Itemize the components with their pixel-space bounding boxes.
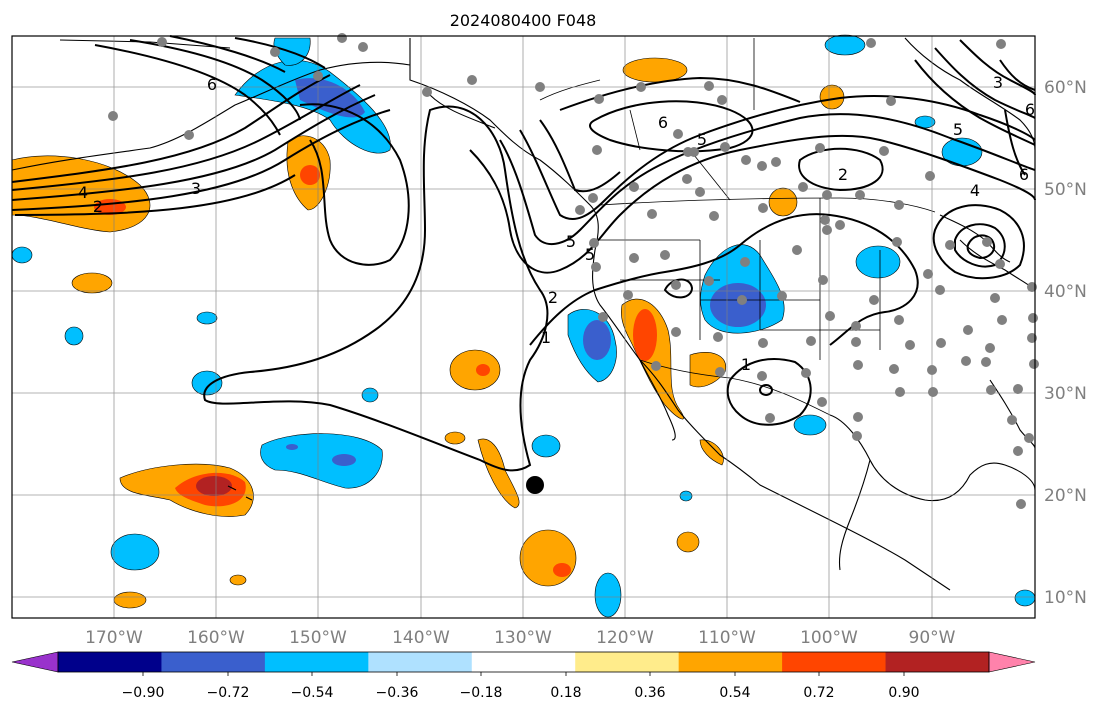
longitude-labels: 170°W 160°W 150°W 140°W 130°W 120°W 110°… <box>85 628 956 648</box>
colorbar-segment <box>161 652 266 672</box>
contours <box>11 35 1036 472</box>
lon-label: 170°W <box>85 628 143 648</box>
lat-label: 60°N <box>1044 78 1087 98</box>
lat-lon-grid <box>12 36 1035 618</box>
colorbar-segment <box>264 652 369 672</box>
colorbar-segment <box>782 652 887 672</box>
contour-label: 4 <box>970 181 980 200</box>
colorbar-frame <box>57 651 990 673</box>
contour-label: 3 <box>191 179 201 198</box>
contour-label: 2 <box>838 165 848 184</box>
contour-labels: 6 4 3 2 1 6 5 5 5 2 1 2 4 3 6 5 6 <box>78 73 1035 374</box>
lat-label: 20°N <box>1044 486 1087 506</box>
figure-title: 2024080400 F048 <box>450 11 597 30</box>
lon-label: 160°W <box>187 628 245 648</box>
contour-label: 6 <box>207 75 217 94</box>
colorbar-tick-label: −0.72 <box>207 685 250 701</box>
contour-label: 2 <box>93 197 103 216</box>
contour-label: 5 <box>953 120 963 139</box>
lon-label: 100°W <box>800 628 858 648</box>
contour-label: 5 <box>585 245 595 264</box>
colorbar-extend-min <box>11 651 59 673</box>
colorbar-tick-label: −0.36 <box>376 685 419 701</box>
lon-label: 90°W <box>909 628 956 648</box>
map-panel: 6 4 3 2 1 6 5 5 5 2 1 2 4 3 6 5 6 <box>11 33 1039 619</box>
contour-label: 6 <box>1019 165 1029 184</box>
colorbar-tick-label: 0.54 <box>719 685 750 701</box>
lat-label: 40°N <box>1044 282 1087 302</box>
contour-label: 6 <box>658 113 668 132</box>
lat-label: 30°N <box>1044 384 1087 404</box>
colorbar-tick-label: 0.72 <box>803 685 834 701</box>
colorbar-tick-label: −0.54 <box>291 685 334 701</box>
contour-label: 1 <box>541 328 551 347</box>
contour-label: 2 <box>548 288 558 307</box>
lon-label: 150°W <box>289 628 347 648</box>
colorbar-tick-label: 0.18 <box>550 685 581 701</box>
colorbar-segment <box>885 652 990 672</box>
colorbar-tick-label: −0.18 <box>460 685 503 701</box>
colorbar-segments <box>11 651 1036 676</box>
storm-center-marker <box>526 476 544 494</box>
contour-label: 5 <box>697 130 707 149</box>
colorbar-tick-label: 0.90 <box>888 685 919 701</box>
colorbar-tick-label: −0.90 <box>122 685 165 701</box>
colorbar-segment <box>678 652 783 672</box>
lat-label: 50°N <box>1044 180 1087 200</box>
lon-label: 140°W <box>392 628 450 648</box>
colorbar-segment <box>368 652 473 672</box>
lon-label: 110°W <box>698 628 756 648</box>
lon-label: 130°W <box>494 628 552 648</box>
colorbar-segment <box>575 652 680 672</box>
contour-label: 4 <box>78 183 88 202</box>
colorbar-segment <box>471 652 576 672</box>
colorbar-ticks: −0.90 −0.72 −0.54 −0.36 −0.18 0.18 0.36 … <box>122 685 920 701</box>
colorbar-extend-max <box>988 651 1036 673</box>
lon-label: 120°W <box>596 628 654 648</box>
contour-label: 6 <box>1025 100 1035 119</box>
contour-label: 3 <box>993 73 1003 92</box>
colorbar-tick-label: 0.36 <box>634 685 665 701</box>
lat-label: 10°N <box>1044 588 1087 608</box>
contour-label: 1 <box>741 355 751 374</box>
contour-label: 5 <box>566 232 576 251</box>
shaded-anomalies <box>11 34 1036 618</box>
station-dots <box>108 33 1039 509</box>
colorbar-segment <box>58 652 162 672</box>
latitude-labels: 60°N 50°N 40°N 30°N 20°N 10°N <box>1044 78 1087 608</box>
colorbar: −0.90 −0.72 −0.54 −0.36 −0.18 0.18 0.36 … <box>11 651 1036 701</box>
